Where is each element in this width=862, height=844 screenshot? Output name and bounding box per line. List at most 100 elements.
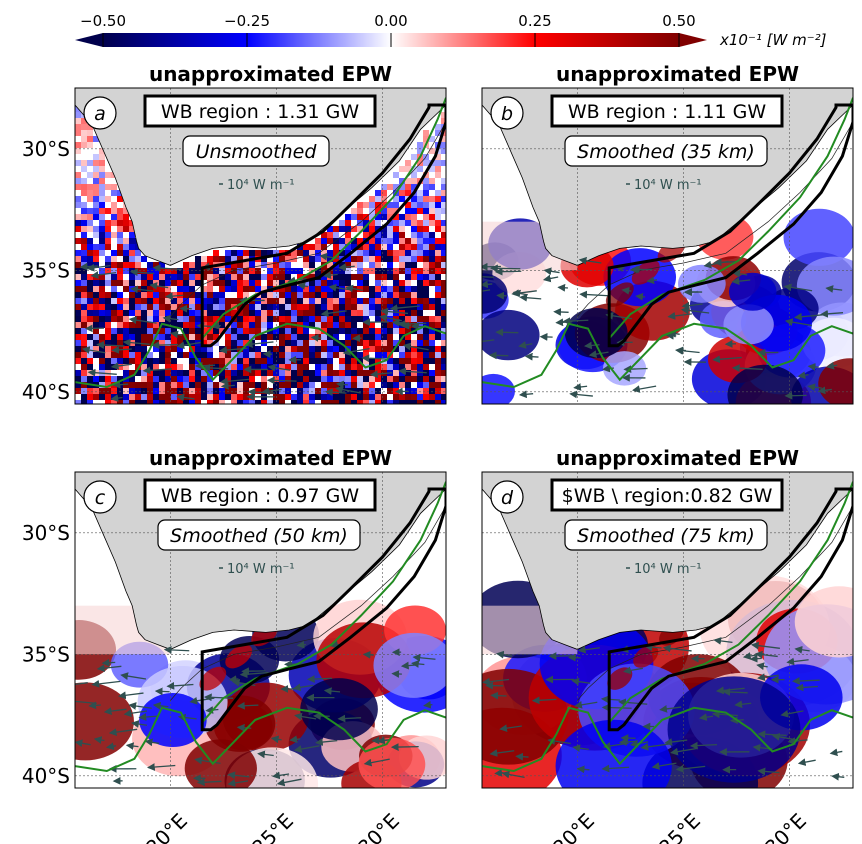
field-cell (243, 352, 249, 358)
field-cell (123, 388, 129, 394)
field-cell (381, 340, 387, 346)
field-cell (345, 322, 351, 328)
field-cell (75, 346, 81, 352)
field-cell (105, 256, 111, 262)
field-cell (417, 220, 423, 226)
field-cell (387, 382, 393, 388)
field-cell (267, 316, 273, 322)
field-cell (195, 346, 201, 352)
field-cell (255, 388, 261, 394)
field-cell (291, 334, 297, 340)
field-cell (99, 154, 105, 160)
field-cell (315, 256, 321, 262)
field-cell (243, 250, 249, 256)
field-cell (87, 274, 93, 280)
field-cell (411, 370, 417, 376)
field-cell (381, 346, 387, 352)
field-cell (435, 226, 441, 232)
field-cell (129, 328, 135, 334)
field-cell (195, 298, 201, 304)
field-cell (189, 274, 195, 280)
flux-arrow (526, 356, 538, 357)
field-cell (99, 250, 105, 256)
field-cell (171, 298, 177, 304)
field-cell (147, 376, 153, 382)
field-cell (399, 226, 405, 232)
field-cell (375, 340, 381, 346)
field-cell (183, 292, 189, 298)
field-cell (291, 352, 297, 358)
field-cell (117, 268, 123, 274)
field-cell (111, 328, 117, 334)
field-blob (300, 678, 378, 740)
field-cell (249, 352, 255, 358)
field-cell (81, 304, 87, 310)
field-cell (249, 274, 255, 280)
field-cell (147, 400, 153, 406)
field-cell (81, 136, 87, 142)
field-cell (375, 250, 381, 256)
field-cell (285, 328, 291, 334)
field-cell (381, 286, 387, 292)
field-cell (153, 262, 159, 268)
field-cell (231, 370, 237, 376)
map-panel: unapproximated EPWb WB region : 1.11 GWSm… (457, 62, 862, 433)
field-cell (99, 238, 105, 244)
flux-arrow (517, 756, 529, 757)
flux-arrow (491, 268, 520, 269)
field-cell (261, 274, 267, 280)
field-cell (357, 310, 363, 316)
field-cell (387, 298, 393, 304)
field-cell (393, 256, 399, 262)
field-cell (363, 250, 369, 256)
field-cell (117, 238, 123, 244)
field-cell (411, 376, 417, 382)
field-cell (327, 352, 333, 358)
field-cell (429, 382, 435, 388)
field-cell (129, 280, 135, 286)
field-cell (225, 298, 231, 304)
field-cell (87, 244, 93, 250)
field-cell (417, 310, 423, 316)
field-cell (405, 250, 411, 256)
field-cell (435, 376, 441, 382)
field-cell (423, 394, 429, 400)
field-cell (327, 298, 333, 304)
field-cell (207, 292, 213, 298)
field-cell (291, 346, 297, 352)
field-cell (75, 376, 81, 382)
field-cell (345, 268, 351, 274)
field-cell (111, 220, 117, 226)
field-cell (351, 304, 357, 310)
field-cell (345, 328, 351, 334)
field-cell (321, 238, 327, 244)
field-cell (105, 226, 111, 232)
field-cell (189, 388, 195, 394)
field-cell (345, 334, 351, 340)
field-cell (237, 322, 243, 328)
field-cell (303, 340, 309, 346)
lon-tick-label: 20°E (548, 809, 599, 844)
colorbar-tick-label: −0.25 (224, 12, 270, 30)
field-cell (279, 394, 285, 400)
field-cell (405, 184, 411, 190)
field-cell (153, 316, 159, 322)
lat-tick-label: 40°S (22, 764, 70, 788)
field-cell (159, 298, 165, 304)
field-cell (309, 310, 315, 316)
field-cell (243, 388, 249, 394)
field-cell (411, 250, 417, 256)
field-cell (351, 370, 357, 376)
field-cell (303, 328, 309, 334)
field-cell (159, 394, 165, 400)
field-cell (381, 334, 387, 340)
field-cell (357, 268, 363, 274)
field-cell (75, 214, 81, 220)
field-cell (189, 334, 195, 340)
field-cell (387, 262, 393, 268)
field-cell (141, 292, 147, 298)
field-cell (309, 256, 315, 262)
field-cell (381, 184, 387, 190)
field-cell (291, 304, 297, 310)
field-cell (417, 394, 423, 400)
